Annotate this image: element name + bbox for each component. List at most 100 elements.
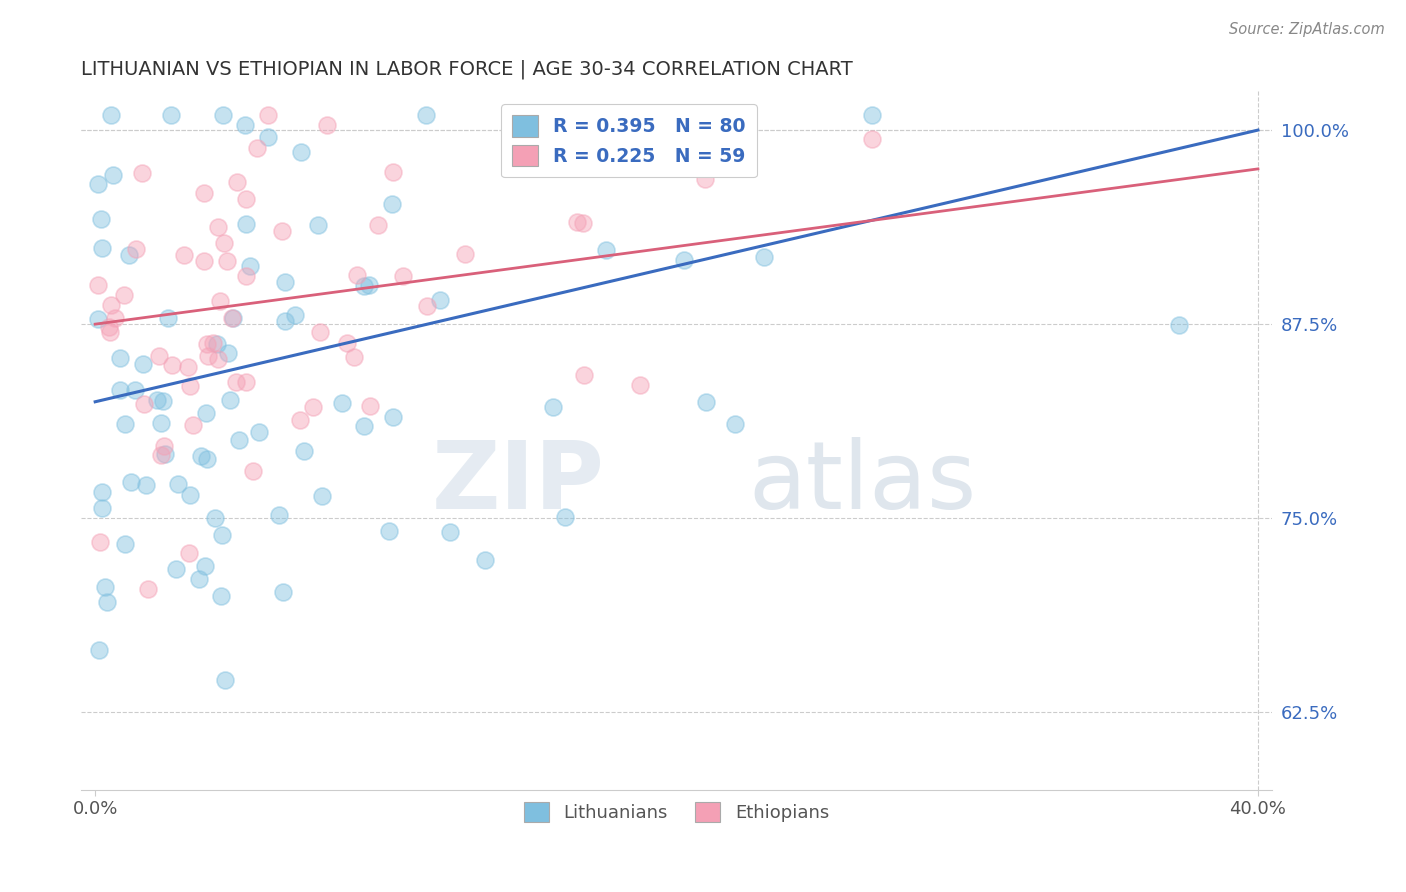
Point	[543, 401, 565, 415]
Point	[87, 312, 110, 326]
Point	[201, 336, 224, 351]
Point	[209, 294, 232, 309]
Point	[96, 595, 118, 609]
Point	[114, 536, 136, 550]
Point	[91, 485, 114, 500]
Point	[100, 298, 122, 312]
Point	[247, 425, 270, 439]
Point	[165, 561, 187, 575]
Point	[152, 394, 174, 409]
Point	[860, 107, 883, 121]
Point	[381, 196, 404, 211]
Point	[311, 490, 333, 504]
Point	[188, 572, 211, 586]
Point	[288, 412, 311, 426]
Point	[177, 360, 200, 375]
Point	[235, 217, 257, 231]
Point	[132, 358, 155, 372]
Point	[292, 444, 315, 458]
Point	[239, 259, 262, 273]
Point	[98, 319, 121, 334]
Text: atlas: atlas	[748, 436, 976, 528]
Point	[343, 351, 366, 365]
Point	[159, 107, 181, 121]
Point	[207, 352, 229, 367]
Point	[217, 345, 239, 359]
Point	[132, 397, 155, 411]
Point	[246, 141, 269, 155]
Text: ZIP: ZIP	[432, 436, 605, 528]
Point	[367, 219, 389, 233]
Point	[235, 376, 257, 390]
Point	[574, 368, 596, 383]
Point	[290, 145, 312, 160]
Point	[217, 253, 239, 268]
Point	[474, 552, 496, 566]
Point	[302, 400, 325, 414]
Point	[214, 673, 236, 687]
Point	[1168, 318, 1191, 332]
Point	[219, 392, 242, 407]
Point	[153, 439, 176, 453]
Point	[195, 337, 218, 351]
Point	[104, 310, 127, 325]
Point	[146, 392, 169, 407]
Point	[179, 546, 201, 560]
Point	[179, 488, 201, 502]
Point	[87, 177, 110, 191]
Point	[439, 525, 461, 540]
Point	[554, 510, 576, 524]
Point	[138, 582, 160, 596]
Point	[695, 395, 717, 409]
Point	[118, 247, 141, 261]
Point	[307, 219, 329, 233]
Point	[90, 211, 112, 226]
Point	[695, 172, 717, 186]
Point	[257, 107, 280, 121]
Point	[309, 325, 332, 339]
Point	[190, 449, 212, 463]
Point	[415, 299, 437, 313]
Point	[207, 220, 229, 235]
Point	[572, 216, 595, 230]
Point	[235, 269, 257, 284]
Point	[225, 376, 247, 390]
Point	[204, 511, 226, 525]
Point	[330, 396, 353, 410]
Point	[429, 293, 451, 307]
Point	[212, 236, 235, 251]
Point	[135, 477, 157, 491]
Point	[94, 581, 117, 595]
Point	[353, 418, 375, 433]
Point	[257, 129, 280, 144]
Point	[194, 558, 217, 573]
Text: LITHUANIAN VS ETHIOPIAN IN LABOR FORCE | AGE 30-34 CORRELATION CHART: LITHUANIAN VS ETHIOPIAN IN LABOR FORCE |…	[80, 60, 852, 79]
Point	[269, 508, 291, 523]
Point	[101, 169, 124, 183]
Point	[197, 451, 219, 466]
Point	[336, 335, 359, 350]
Point	[672, 252, 695, 267]
Point	[353, 279, 375, 293]
Point	[392, 268, 415, 283]
Point	[179, 379, 201, 393]
Point	[211, 528, 233, 542]
Point	[160, 358, 183, 372]
Point	[359, 400, 381, 414]
Point	[454, 247, 477, 261]
Point	[530, 107, 553, 121]
Point	[209, 589, 232, 603]
Point	[346, 268, 368, 282]
Point	[124, 383, 146, 397]
Legend: Lithuanians, Ethiopians: Lithuanians, Ethiopians	[513, 791, 839, 833]
Point	[595, 243, 617, 257]
Point	[112, 287, 135, 301]
Point	[382, 165, 405, 179]
Point	[131, 166, 153, 180]
Point	[628, 377, 651, 392]
Point	[124, 242, 146, 256]
Point	[108, 384, 131, 398]
Point	[221, 310, 243, 325]
Point	[724, 417, 747, 432]
Point	[150, 416, 173, 430]
